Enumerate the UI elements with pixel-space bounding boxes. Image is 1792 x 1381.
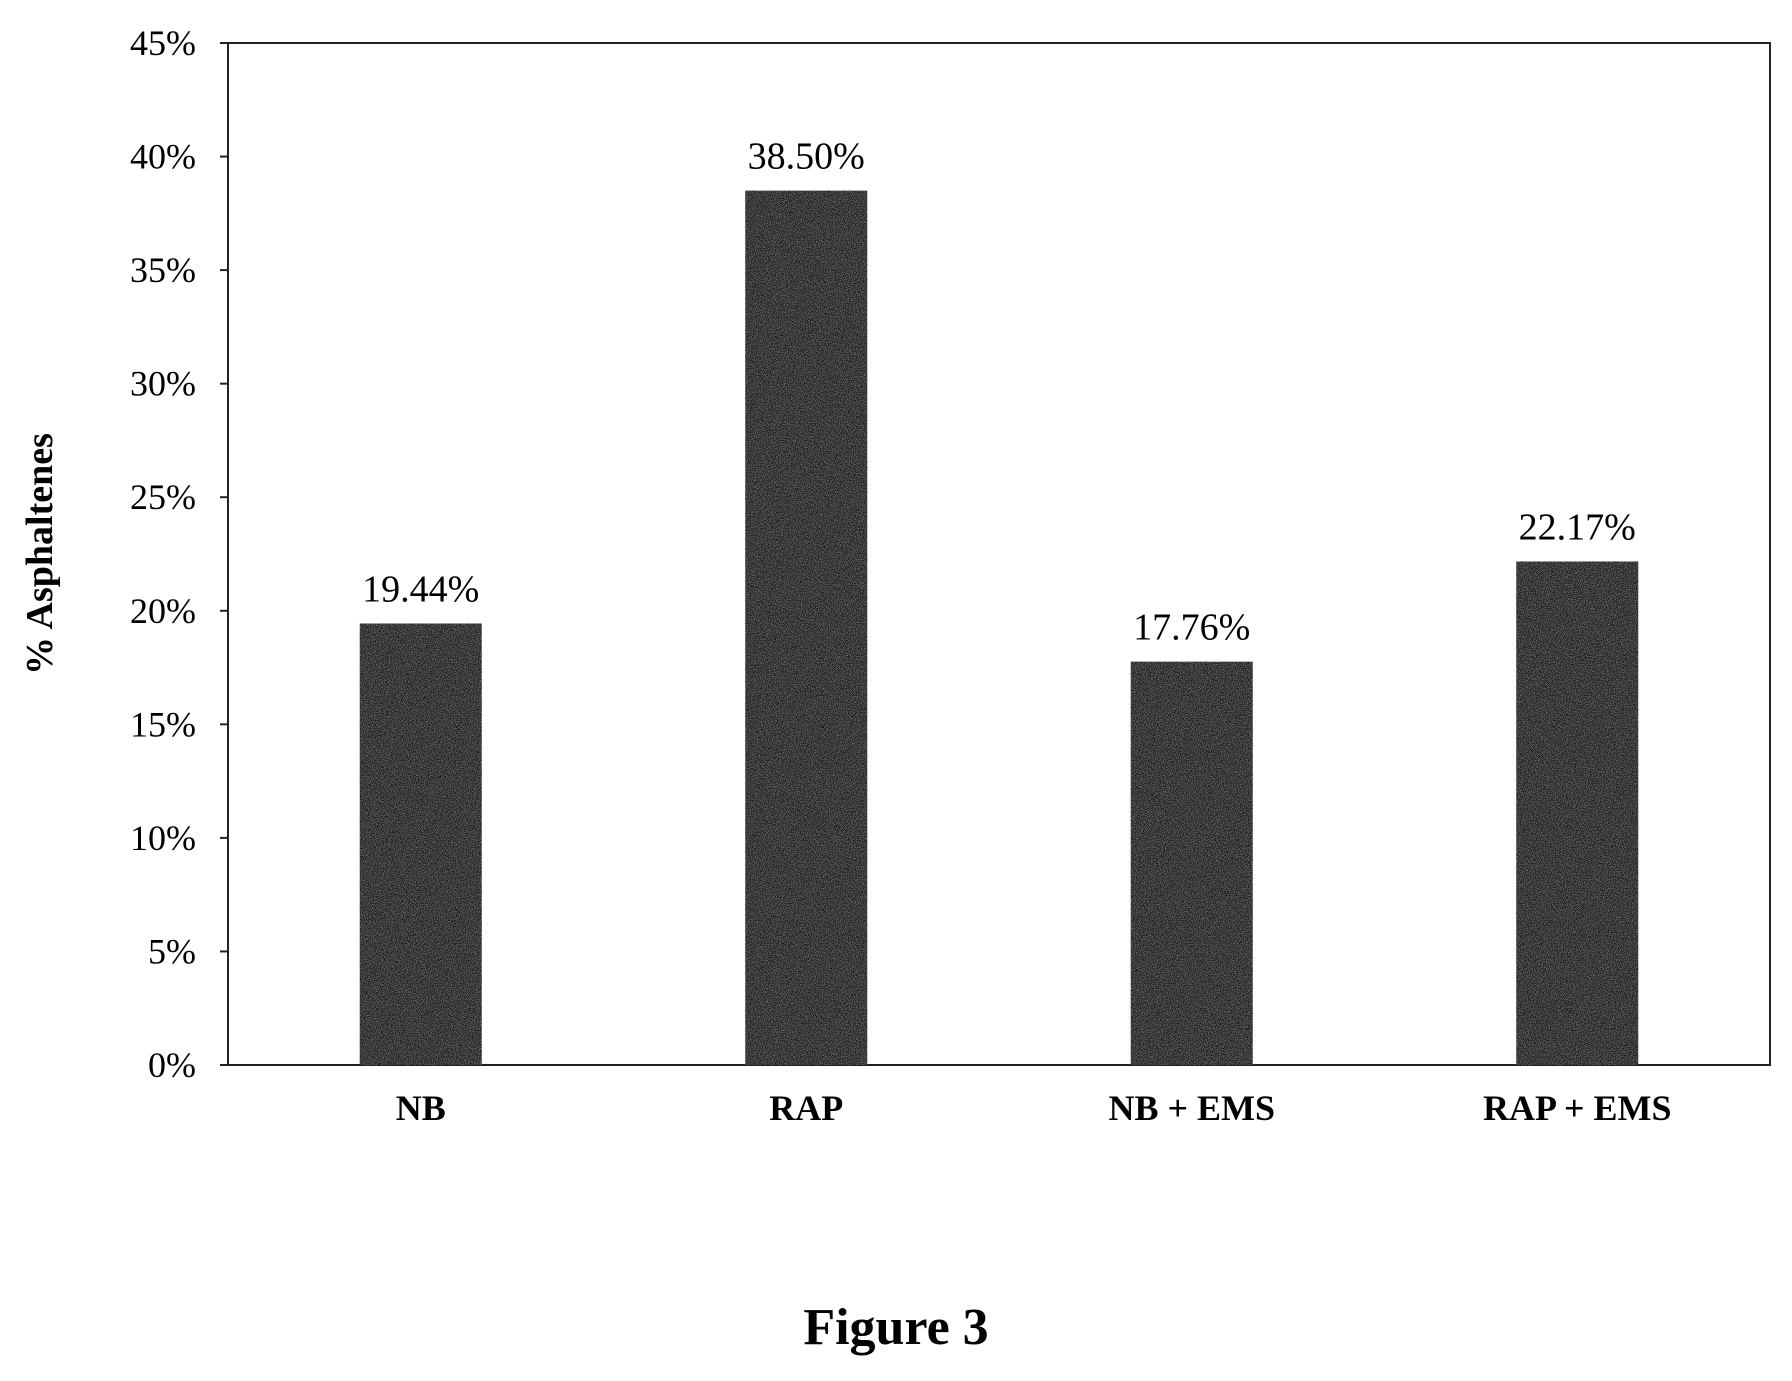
x-category-label: RAP + EMS bbox=[1483, 1088, 1672, 1128]
bar bbox=[1130, 661, 1253, 1065]
figure-caption: Figure 3 bbox=[803, 1299, 989, 1356]
y-tick-label: 30% bbox=[130, 364, 196, 404]
data-label: 22.17% bbox=[1519, 506, 1636, 548]
y-tick-label: 40% bbox=[130, 137, 196, 177]
y-axis-title: % Asphaltenes bbox=[19, 433, 61, 675]
plot-area: 0% 5% 10% 15% 20% 25% 30% 35% 40% 45% 19.44% NB 38.5… bbox=[130, 23, 1771, 1128]
x-category-label: NB + EMS bbox=[1108, 1088, 1275, 1128]
y-tick-label: 5% bbox=[148, 931, 196, 971]
y-tick-label: 20% bbox=[130, 591, 196, 631]
y-tick-label: 25% bbox=[130, 477, 196, 517]
bar bbox=[1516, 561, 1639, 1065]
data-label: 38.50% bbox=[748, 136, 865, 178]
data-label: 19.44% bbox=[362, 568, 479, 610]
y-tick-label: 10% bbox=[130, 818, 196, 858]
bar bbox=[359, 623, 482, 1065]
x-category-label: NB bbox=[396, 1088, 446, 1128]
bar bbox=[745, 190, 868, 1066]
y-tick-label: 0% bbox=[148, 1045, 196, 1085]
plot-frame bbox=[227, 42, 1771, 1066]
y-tick-label: 15% bbox=[130, 704, 196, 744]
x-category-label: RAP bbox=[769, 1088, 843, 1128]
y-tick-label: 45% bbox=[130, 23, 196, 63]
y-tick-label: 35% bbox=[130, 250, 196, 290]
y-axis-title-group: % Asphaltenes bbox=[19, 433, 61, 675]
data-label: 17.76% bbox=[1133, 607, 1250, 649]
